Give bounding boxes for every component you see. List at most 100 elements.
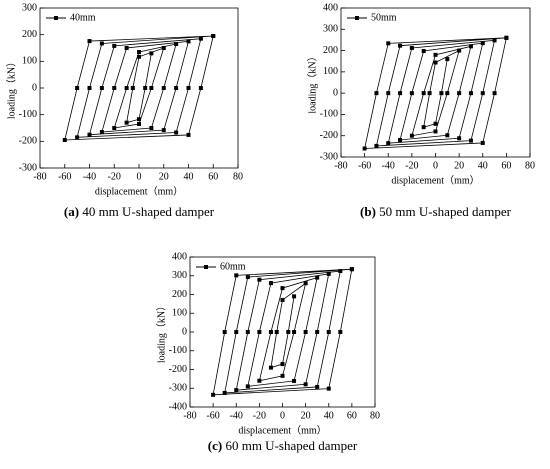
y-tick-label: 300 xyxy=(323,24,338,35)
data-point xyxy=(257,330,262,334)
data-point xyxy=(326,271,331,276)
data-point xyxy=(504,35,509,40)
data-point xyxy=(280,373,285,378)
caption-text: 60 mm U-shaped damper xyxy=(225,438,357,453)
x-tick-label: 60 xyxy=(208,171,218,182)
x-tick-label: -40 xyxy=(230,410,243,421)
data-point xyxy=(62,138,67,142)
data-point xyxy=(87,86,92,90)
y-tick-label: 0 xyxy=(182,326,187,337)
y-tick-label: 400 xyxy=(323,2,338,13)
data-point xyxy=(124,120,129,125)
data-point xyxy=(234,388,239,393)
y-tick-label: 200 xyxy=(22,29,37,40)
data-point xyxy=(161,128,166,133)
x-tick-label: -80 xyxy=(33,171,46,182)
data-point xyxy=(386,91,391,96)
data-point xyxy=(274,330,279,334)
data-point xyxy=(280,286,285,291)
x-tick-label: 0 xyxy=(137,171,142,182)
caption: (a) 40 mm U-shaped damper xyxy=(64,204,215,219)
x-tick-label: -20 xyxy=(108,171,121,182)
x-tick-label: 40 xyxy=(324,410,334,421)
x-tick-label: -80 xyxy=(334,160,347,171)
data-point xyxy=(149,86,154,90)
y-tick-label: -100 xyxy=(169,345,187,356)
data-point xyxy=(326,330,331,334)
x-tick-label: 80 xyxy=(370,410,380,421)
data-point xyxy=(492,91,497,96)
caption-text: 50 mm U-shaped damper xyxy=(379,204,511,219)
y-tick-label: -200 xyxy=(320,130,338,141)
y-tick-label: -200 xyxy=(169,364,187,375)
data-point xyxy=(303,330,308,334)
data-point xyxy=(303,382,308,387)
y-axis-label: loading（kN） xyxy=(155,301,167,363)
data-point xyxy=(326,386,331,391)
data-point xyxy=(349,267,354,272)
y-tick-label: 300 xyxy=(22,2,37,13)
x-tick-label: -80 xyxy=(183,410,196,421)
x-tick-label: 0 xyxy=(433,160,438,171)
data-point xyxy=(257,277,262,282)
data-point xyxy=(174,86,179,90)
caption-text: 40 mm U-shaped damper xyxy=(82,204,214,219)
data-point xyxy=(186,86,191,90)
data-point xyxy=(211,34,216,38)
y-axis-label: loading（kN） xyxy=(306,51,318,113)
data-point xyxy=(149,126,154,130)
caption: (c) 60 mm U-shaped damper xyxy=(208,438,358,453)
y-tick-label: 200 xyxy=(172,289,187,300)
data-point xyxy=(292,330,297,334)
data-point xyxy=(99,86,104,90)
data-point xyxy=(468,91,473,96)
data-point xyxy=(286,330,291,334)
data-point xyxy=(362,146,367,151)
data-point xyxy=(409,133,414,138)
x-axis-label: displacement（mm） xyxy=(391,174,479,186)
data-point xyxy=(137,50,141,54)
y-tick-label: 0 xyxy=(32,82,37,93)
x-tick-label: -20 xyxy=(253,410,266,421)
x-tick-label: -20 xyxy=(405,160,418,171)
legend-label: 50mm xyxy=(371,12,397,23)
data-point xyxy=(87,39,92,44)
data-point xyxy=(268,365,273,370)
y-tick-label: 200 xyxy=(323,45,338,56)
data-point xyxy=(398,91,403,96)
legend-marker xyxy=(204,265,208,269)
data-point xyxy=(137,54,141,59)
data-point xyxy=(457,48,462,53)
y-tick-label: -400 xyxy=(169,401,187,412)
y-tick-label: 100 xyxy=(172,308,187,319)
x-tick-label: 20 xyxy=(454,160,464,171)
data-point xyxy=(268,281,273,286)
data-point xyxy=(421,48,426,53)
y-axis-label: loading（kN） xyxy=(5,57,17,119)
data-point xyxy=(234,273,239,278)
x-axis-label: displacement（mm） xyxy=(95,185,183,197)
data-point xyxy=(234,330,239,334)
data-point xyxy=(222,330,227,334)
y-tick-label: -300 xyxy=(19,162,37,173)
y-tick-label: -300 xyxy=(169,383,187,394)
x-tick-label: 60 xyxy=(501,160,511,171)
data-point xyxy=(245,275,250,280)
data-point xyxy=(409,91,414,96)
data-point xyxy=(257,378,262,383)
data-point xyxy=(427,91,432,96)
caption-label: (a) xyxy=(64,204,79,219)
y-tick-label: 300 xyxy=(172,270,187,281)
data-point xyxy=(398,43,403,48)
data-point xyxy=(245,384,250,389)
data-point xyxy=(315,275,320,280)
data-point xyxy=(211,392,216,397)
y-tick-label: 400 xyxy=(172,251,187,262)
data-point xyxy=(245,330,250,334)
caption-label: (b) xyxy=(360,204,376,219)
data-point xyxy=(112,126,117,130)
data-point xyxy=(409,46,414,51)
data-point xyxy=(386,41,391,46)
data-point xyxy=(198,36,203,41)
x-tick-label: -40 xyxy=(382,160,395,171)
